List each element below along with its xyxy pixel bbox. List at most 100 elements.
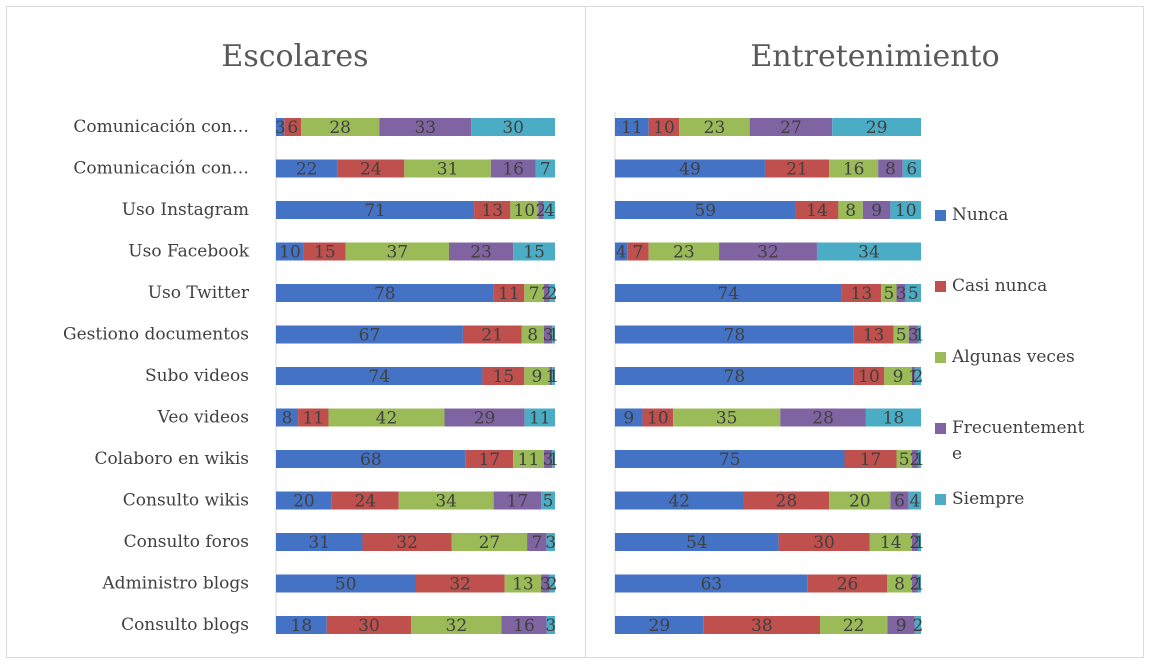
bar-segment xyxy=(448,242,514,261)
bar-segment xyxy=(893,325,909,344)
data-label: 18 xyxy=(291,616,313,636)
bar-segment xyxy=(778,533,870,551)
bar-segment xyxy=(829,491,891,510)
bar-segment xyxy=(451,533,528,551)
chart-title-entretenimiento: Entretenimiento xyxy=(750,39,999,74)
bar-segment xyxy=(615,450,845,468)
category-label: Administro blogs xyxy=(101,574,249,594)
bar-segment xyxy=(853,325,894,344)
bar-segment xyxy=(549,367,553,385)
bar-segment xyxy=(887,574,912,593)
bar-segment xyxy=(276,201,475,219)
data-label: 2 xyxy=(536,201,547,221)
bar-segment xyxy=(887,616,915,634)
bar-segment xyxy=(914,367,921,385)
category-label: Veo videos xyxy=(157,408,249,428)
data-label: 74 xyxy=(717,284,739,304)
data-label: 18 xyxy=(883,409,905,429)
chart-frame xyxy=(6,6,1144,658)
data-label: 3 xyxy=(275,118,286,138)
data-label: 4 xyxy=(616,243,627,263)
data-label: 21 xyxy=(481,326,503,346)
category-label: Consulto wikis xyxy=(123,491,249,511)
bar-segment xyxy=(301,118,380,136)
legend-label: Frecuentement xyxy=(952,418,1084,438)
data-label: 32 xyxy=(396,533,418,553)
bar-segment xyxy=(543,201,555,219)
category-label: Consulto blogs xyxy=(121,615,249,635)
bar-segment xyxy=(276,533,363,551)
data-label: 23 xyxy=(673,243,695,263)
data-label: 32 xyxy=(449,575,471,595)
bar-segment xyxy=(917,325,921,344)
data-label: 5 xyxy=(883,284,894,304)
bar-segment xyxy=(411,616,502,634)
bar-segment xyxy=(642,408,674,427)
data-label: 68 xyxy=(360,450,382,470)
bar-segment xyxy=(276,616,327,634)
data-label: 8 xyxy=(845,201,856,221)
data-label: 2 xyxy=(541,284,552,304)
bar-segment xyxy=(543,325,553,344)
bar-segment xyxy=(615,242,628,261)
category-label: Colaboro en wikis xyxy=(94,449,249,469)
data-label: 13 xyxy=(481,201,503,221)
data-label: 38 xyxy=(751,616,773,636)
bar-segment xyxy=(510,201,539,219)
bar-segment xyxy=(648,242,720,261)
data-label: 50 xyxy=(335,575,357,595)
data-label: 28 xyxy=(812,409,834,429)
data-label: 27 xyxy=(479,533,501,553)
data-label: 1 xyxy=(548,367,559,387)
data-label: 17 xyxy=(860,450,882,470)
bar-segment xyxy=(524,408,555,427)
data-label: 22 xyxy=(296,160,318,180)
bar-segment xyxy=(832,118,921,136)
bar-segment xyxy=(546,616,555,634)
data-label: 4 xyxy=(909,492,920,512)
bar-segment xyxy=(462,325,522,344)
bar-segment xyxy=(527,533,547,551)
bar-segment xyxy=(465,450,514,468)
bar-segment xyxy=(679,118,750,136)
bar-segment xyxy=(490,159,536,178)
bar-segment xyxy=(538,201,544,219)
data-label: 2 xyxy=(909,450,920,470)
data-label: 7 xyxy=(529,284,540,304)
bar-segment xyxy=(917,450,921,468)
bar-segment xyxy=(326,616,412,634)
bar-segment xyxy=(908,325,918,344)
bar-segment xyxy=(911,574,918,593)
data-label: 11 xyxy=(302,409,324,429)
data-label: 3 xyxy=(543,326,554,346)
bar-segment xyxy=(549,284,555,302)
data-label: 34 xyxy=(858,243,880,263)
bar-segment xyxy=(615,325,854,344)
data-label: 20 xyxy=(293,492,315,512)
data-label: 17 xyxy=(507,492,529,512)
legend-item: Frecuentement e xyxy=(935,418,1084,464)
bar-segment xyxy=(917,533,921,551)
data-label: 24 xyxy=(360,160,382,180)
data-label: 2 xyxy=(913,367,924,387)
data-label: 2 xyxy=(910,533,921,553)
bar-segment xyxy=(471,118,555,136)
data-label: 17 xyxy=(479,450,501,470)
data-label: 5 xyxy=(899,450,910,470)
data-label: 37 xyxy=(387,243,409,263)
data-label: 16 xyxy=(843,160,865,180)
bar-segment xyxy=(890,491,909,510)
bar-segment xyxy=(911,367,915,385)
bar-segment xyxy=(552,450,555,468)
bar-segment xyxy=(719,242,817,261)
data-label: 9 xyxy=(896,616,907,636)
data-label: 63 xyxy=(701,575,723,595)
data-label: 8 xyxy=(527,326,538,346)
data-label: 24 xyxy=(354,492,376,512)
bar-segment xyxy=(345,242,449,261)
bar-segment xyxy=(902,159,921,178)
bar-segment xyxy=(493,491,542,510)
bar-segment xyxy=(841,284,882,302)
data-label: 29 xyxy=(474,409,496,429)
data-label: 10 xyxy=(279,243,301,263)
